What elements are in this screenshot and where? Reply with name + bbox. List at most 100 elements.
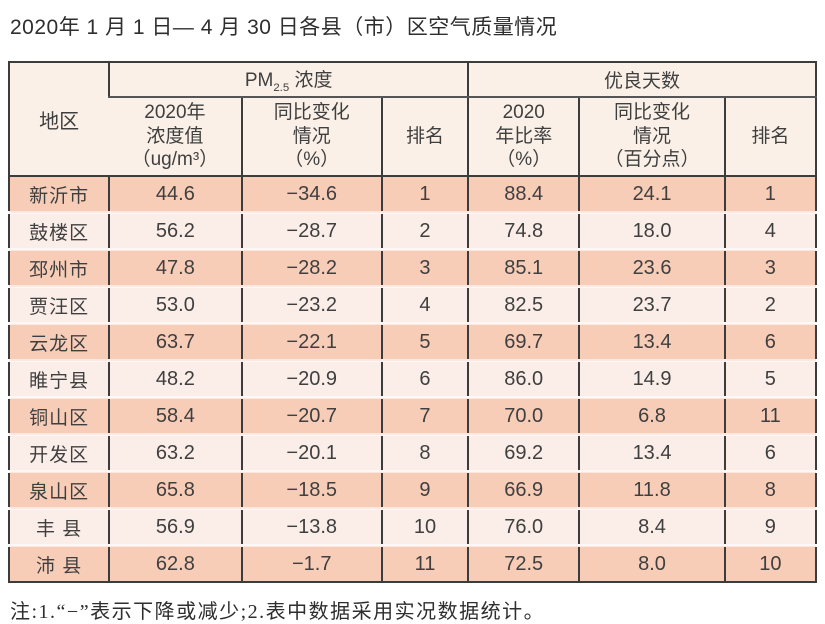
- value-cell: −13.8: [240, 507, 382, 546]
- table-row: 鼓楼区 56.2 −28.7 2 74.8 18.0 4: [9, 211, 816, 250]
- table-row: 睢宁县 48.2 −20.9 6 86.0 14.9 5: [9, 359, 816, 398]
- value-cell: 3: [723, 248, 816, 287]
- value-cell: 11: [723, 396, 816, 435]
- value-cell: −23.2: [240, 285, 382, 324]
- value-cell: 70.0: [467, 396, 580, 435]
- value-cell: −20.7: [240, 396, 382, 435]
- value-cell: 53.0: [108, 285, 242, 324]
- value-cell: 1: [380, 176, 469, 213]
- page-title: 2020年 1 月 1 日— 4 月 30 日各县（市）区空气质量情况: [10, 16, 558, 39]
- value-cell: 63.2: [108, 433, 242, 472]
- value-cell: −1.7: [240, 544, 382, 582]
- air-quality-table: 地区 PM2.5 浓度 优良天数 2020年 浓度值 （ug/m³） 同比变化 …: [8, 61, 817, 583]
- pm25-subscript: 2.5: [273, 81, 290, 94]
- table-row: 沛 县 62.8 −1.7 11 72.5 8.0 10: [9, 544, 816, 582]
- region-cell: 鼓楼区: [9, 211, 110, 250]
- value-cell: 72.5: [467, 544, 580, 582]
- value-cell: 56.9: [108, 507, 242, 546]
- table-row: 泉山区 65.8 −18.5 9 66.9 11.8 8: [9, 470, 816, 509]
- value-cell: 7: [380, 396, 469, 435]
- value-cell: 18.0: [578, 211, 725, 250]
- value-cell: 8.0: [578, 544, 725, 582]
- value-cell: 4: [380, 285, 469, 324]
- value-cell: 56.2: [108, 211, 242, 250]
- value-cell: 11.8: [578, 470, 725, 509]
- table-row: 云龙区 63.7 −22.1 5 69.7 13.4 6: [9, 322, 816, 361]
- table-row: 丰 县 56.9 −13.8 10 76.0 8.4 9: [9, 507, 816, 546]
- region-cell: 贾汪区: [9, 285, 110, 324]
- value-cell: 66.9: [467, 470, 580, 509]
- sub-header-row: 2020年 浓度值 （ug/m³） 同比变化 情况 （%） 排名 2020 年比…: [9, 97, 816, 177]
- region-cell: 铜山区: [9, 396, 110, 435]
- region-cell: 睢宁县: [9, 359, 110, 398]
- value-cell: −20.1: [240, 433, 382, 472]
- region-cell: 沛 县: [9, 544, 110, 582]
- value-cell: 2: [723, 285, 816, 324]
- pm25-label-suffix: 浓度: [289, 70, 333, 92]
- value-cell: 23.6: [578, 248, 725, 287]
- value-cell: 2: [380, 211, 469, 250]
- pm25-rank-header: 排名: [380, 97, 469, 177]
- value-cell: 62.8: [108, 544, 242, 582]
- table-header: 地区 PM2.5 浓度 优良天数 2020年 浓度值 （ug/m³） 同比变化 …: [9, 62, 816, 177]
- value-cell: 10: [380, 507, 469, 546]
- pm25-value-header: 2020年 浓度值 （ug/m³）: [109, 97, 242, 177]
- value-cell: −28.7: [240, 211, 382, 250]
- table-row: 新沂市 44.6 −34.6 1 88.4 24.1 1: [9, 176, 816, 213]
- table-row: 开发区 63.2 −20.1 8 69.2 13.4 6: [9, 433, 816, 472]
- value-cell: 44.6: [108, 176, 242, 213]
- value-cell: 5: [723, 359, 816, 398]
- value-cell: 6: [723, 433, 816, 472]
- value-cell: 65.8: [108, 470, 242, 509]
- ratio-header: 2020 年比率 （%）: [467, 97, 580, 177]
- value-cell: 9: [723, 507, 816, 546]
- value-cell: 4: [723, 211, 816, 250]
- table-row: 贾汪区 53.0 −23.2 4 82.5 23.7 2: [9, 285, 816, 324]
- value-cell: 1: [723, 176, 816, 213]
- value-cell: 24.1: [578, 176, 725, 213]
- value-cell: 6: [380, 359, 469, 398]
- value-cell: 6: [723, 322, 816, 361]
- value-cell: 8: [723, 470, 816, 509]
- value-cell: 88.4: [467, 176, 580, 213]
- value-cell: 69.2: [467, 433, 580, 472]
- value-cell: 85.1: [467, 248, 580, 287]
- ratio-rank-header: 排名: [723, 97, 816, 177]
- value-cell: 86.0: [467, 359, 580, 398]
- value-cell: 3: [380, 248, 469, 287]
- region-cell: 云龙区: [9, 322, 110, 361]
- value-cell: −28.2: [240, 248, 382, 287]
- good-days-group-header: 优良天数: [467, 62, 816, 98]
- region-column-header: 地区: [9, 62, 110, 177]
- pm25-group-header: PM2.5 浓度: [108, 62, 469, 98]
- value-cell: 47.8: [108, 248, 242, 287]
- value-cell: 14.9: [578, 359, 725, 398]
- value-cell: 11: [380, 544, 469, 582]
- value-cell: −20.9: [240, 359, 382, 398]
- ratio-change-header: 同比变化 情况 （百分点）: [578, 97, 725, 177]
- pm25-change-header: 同比变化 情况 （%）: [240, 97, 382, 177]
- value-cell: 8.4: [578, 507, 725, 546]
- table-body: 新沂市 44.6 −34.6 1 88.4 24.1 1 鼓楼区 56.2 −28.7 2 74.8 1…: [9, 176, 816, 582]
- value-cell: 63.7: [108, 322, 242, 361]
- value-cell: 8: [380, 433, 469, 472]
- region-cell: 泉山区: [9, 470, 110, 509]
- value-cell: 58.4: [108, 396, 242, 435]
- value-cell: 48.2: [108, 359, 242, 398]
- value-cell: 5: [380, 322, 469, 361]
- value-cell: 69.7: [467, 322, 580, 361]
- region-cell: 开发区: [9, 433, 110, 472]
- region-cell: 新沂市: [9, 176, 110, 213]
- value-cell: 6.8: [578, 396, 725, 435]
- value-cell: 13.4: [578, 433, 725, 472]
- value-cell: 74.8: [467, 211, 580, 250]
- value-cell: 9: [380, 470, 469, 509]
- region-cell: 丰 县: [9, 507, 110, 546]
- value-cell: 13.4: [578, 322, 725, 361]
- value-cell: 10: [723, 544, 816, 582]
- table-row: 铜山区 58.4 −20.7 7 70.0 6.8 11: [9, 396, 816, 435]
- table-row: 邳州市 47.8 −28.2 3 85.1 23.6 3: [9, 248, 816, 287]
- value-cell: −22.1: [240, 322, 382, 361]
- value-cell: 23.7: [578, 285, 725, 324]
